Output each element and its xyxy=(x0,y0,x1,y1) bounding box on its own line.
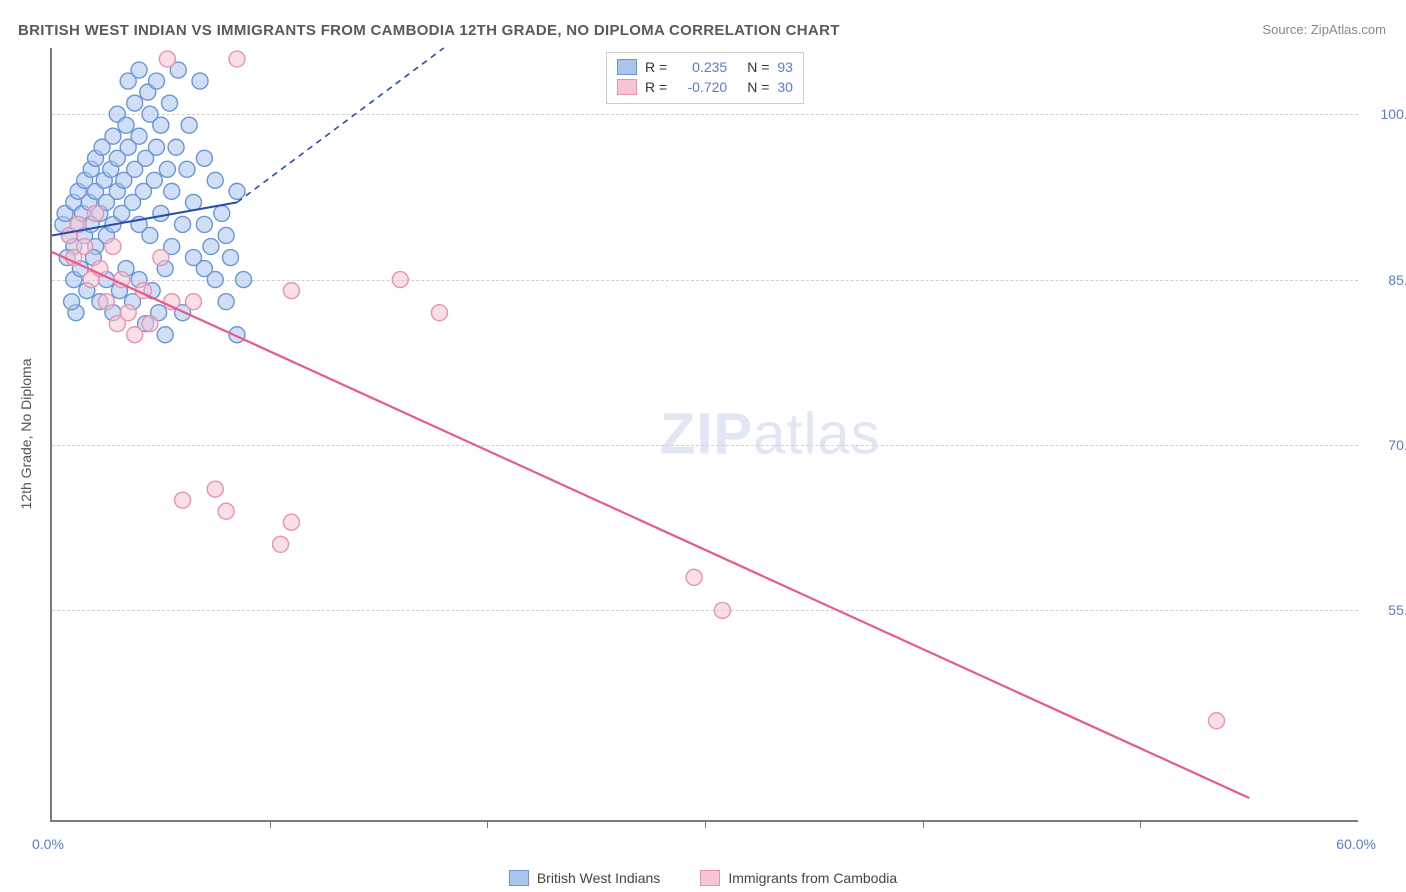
data-point xyxy=(146,172,162,188)
data-point xyxy=(164,183,180,199)
data-point xyxy=(118,117,134,133)
data-point xyxy=(159,161,175,177)
data-point xyxy=(64,294,80,310)
data-point xyxy=(185,194,201,210)
data-point xyxy=(153,250,169,266)
data-point xyxy=(236,272,252,288)
data-point xyxy=(77,239,93,255)
data-point xyxy=(229,183,245,199)
data-point xyxy=(283,514,299,530)
legend-label-series-1: British West Indians xyxy=(537,870,660,886)
data-point xyxy=(686,569,702,585)
data-point xyxy=(127,327,143,343)
data-point xyxy=(1209,713,1225,729)
series-legend: British West Indians Immigrants from Cam… xyxy=(0,870,1406,886)
data-point xyxy=(131,62,147,78)
y-tick-label: 55.0% xyxy=(1368,602,1406,618)
data-point xyxy=(127,95,143,111)
data-point xyxy=(207,272,223,288)
r-label: R = xyxy=(645,77,667,97)
trend-line xyxy=(237,48,444,202)
trend-line xyxy=(52,252,1249,798)
chart-plot-area: 12th Grade, No Diploma 55.0%70.0%85.0%10… xyxy=(50,48,1358,822)
legend-item-series-1: British West Indians xyxy=(509,870,660,886)
x-tick xyxy=(487,820,488,828)
data-point xyxy=(283,283,299,299)
data-point xyxy=(196,216,212,232)
data-point xyxy=(159,51,175,67)
data-point xyxy=(196,150,212,166)
data-point xyxy=(175,492,191,508)
data-point xyxy=(185,294,201,310)
data-point xyxy=(148,73,164,89)
x-tick xyxy=(1140,820,1141,828)
y-tick-label: 70.0% xyxy=(1368,437,1406,453)
n-value-series-2: 30 xyxy=(777,77,793,97)
data-point xyxy=(207,172,223,188)
legend-swatch-series-2 xyxy=(700,870,720,886)
data-point xyxy=(222,250,238,266)
data-point xyxy=(392,272,408,288)
x-origin-label: 0.0% xyxy=(32,836,64,852)
legend-item-series-2: Immigrants from Cambodia xyxy=(700,870,897,886)
stats-row-series-1: R = 0.235 N = 93 xyxy=(617,57,793,77)
data-point xyxy=(214,205,230,221)
data-point xyxy=(105,239,121,255)
data-point xyxy=(157,327,173,343)
r-label: R = xyxy=(645,57,667,77)
stats-row-series-2: R = -0.720 N = 30 xyxy=(617,77,793,97)
y-tick-label: 85.0% xyxy=(1368,272,1406,288)
data-point xyxy=(273,536,289,552)
x-tick xyxy=(705,820,706,828)
data-point xyxy=(218,294,234,310)
chart-svg xyxy=(52,48,1358,820)
r-value-series-2: -0.720 xyxy=(675,77,727,97)
y-tick-label: 100.0% xyxy=(1368,106,1406,122)
data-point xyxy=(179,161,195,177)
data-point xyxy=(714,602,730,618)
data-point xyxy=(207,481,223,497)
data-point xyxy=(162,95,178,111)
data-point xyxy=(192,73,208,89)
data-point xyxy=(131,128,147,144)
data-point xyxy=(88,205,104,221)
data-point xyxy=(218,503,234,519)
data-point xyxy=(175,216,191,232)
legend-swatch-series-1 xyxy=(509,870,529,886)
data-point xyxy=(120,305,136,321)
data-point xyxy=(98,294,114,310)
x-tick xyxy=(923,820,924,828)
legend-label-series-2: Immigrants from Cambodia xyxy=(728,870,897,886)
n-value-series-1: 93 xyxy=(777,57,793,77)
y-axis-label: 12th Grade, No Diploma xyxy=(18,359,34,510)
chart-title: BRITISH WEST INDIAN VS IMMIGRANTS FROM C… xyxy=(18,22,840,39)
x-tick xyxy=(270,820,271,828)
source-value: ZipAtlas.com xyxy=(1311,22,1386,37)
swatch-series-1 xyxy=(617,59,637,75)
data-point xyxy=(153,205,169,221)
x-end-label: 60.0% xyxy=(1336,836,1376,852)
swatch-series-2 xyxy=(617,79,637,95)
source-attribution: Source: ZipAtlas.com xyxy=(1262,22,1386,37)
n-label: N = xyxy=(747,77,769,97)
data-point xyxy=(203,239,219,255)
r-value-series-1: 0.235 xyxy=(675,57,727,77)
data-point xyxy=(431,305,447,321)
data-point xyxy=(142,316,158,332)
data-point xyxy=(218,227,234,243)
data-point xyxy=(153,117,169,133)
data-point xyxy=(168,139,184,155)
data-point xyxy=(229,51,245,67)
data-point xyxy=(181,117,197,133)
n-label: N = xyxy=(747,57,769,77)
data-point xyxy=(142,227,158,243)
data-point xyxy=(105,128,121,144)
source-label: Source: xyxy=(1262,22,1307,37)
stats-legend: R = 0.235 N = 93 R = -0.720 N = 30 xyxy=(606,52,804,104)
data-point xyxy=(148,139,164,155)
